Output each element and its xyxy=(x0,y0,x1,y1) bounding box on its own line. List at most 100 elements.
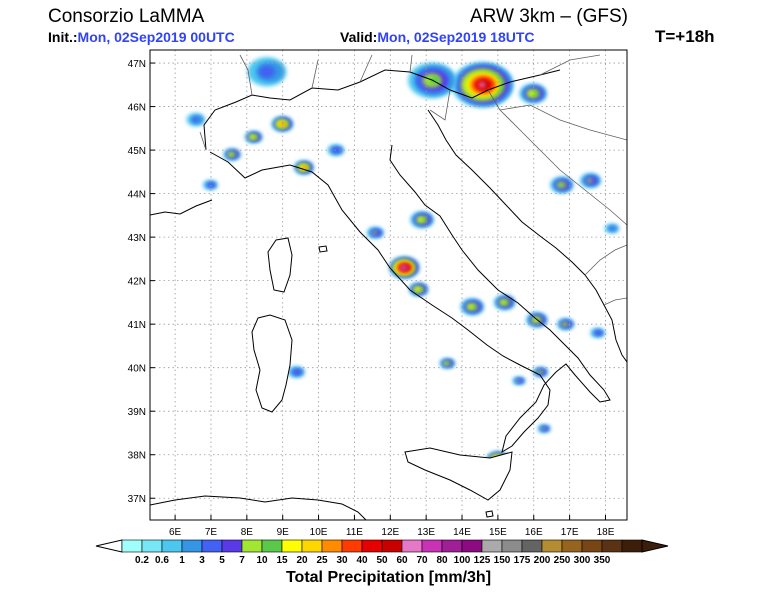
lon-tick-label: 7E xyxy=(205,527,218,538)
precip-cell xyxy=(556,318,574,330)
malta-coastline xyxy=(485,510,494,518)
valid-time: Valid:Mon, 02Sep2019 18UTC xyxy=(340,29,535,45)
colorbar-swatch xyxy=(261,539,283,553)
colorbar-high-arrow xyxy=(641,539,669,553)
precip-contour xyxy=(503,299,510,305)
colorbar-label: 300 xyxy=(574,555,591,566)
precip-contour xyxy=(210,183,215,187)
valid-value: Mon, 02Sep2019 18UTC xyxy=(377,29,535,45)
lat-tick-label: 46N xyxy=(128,103,146,114)
colorbar-label: 350 xyxy=(594,555,611,566)
colorbar-label: 60 xyxy=(396,555,408,566)
precip-contour xyxy=(478,82,486,88)
colorbar-label: 1 xyxy=(179,555,185,566)
forecast-step: T=+18h xyxy=(655,27,715,46)
lon-tick-label: 6E xyxy=(169,527,182,538)
precip-contour xyxy=(447,361,452,365)
colorbar-swatch xyxy=(381,539,403,553)
precip-contour xyxy=(335,148,341,152)
lon-tick-label: 18E xyxy=(597,527,615,538)
precip-cell xyxy=(408,282,429,296)
precip-contour xyxy=(372,231,377,235)
corsica-coastline xyxy=(267,237,293,293)
precip-contour xyxy=(231,152,237,157)
precip-contour xyxy=(282,122,286,126)
colorbar-swatch xyxy=(561,539,583,553)
precip-cell xyxy=(512,376,526,385)
colorbar-label: 150 xyxy=(494,555,511,566)
colorbar-swatch xyxy=(321,539,343,553)
colorbar-label: 20 xyxy=(296,555,308,566)
precip-contour xyxy=(516,379,520,382)
precip-cell xyxy=(493,295,515,310)
colorbar-swatch xyxy=(141,539,163,553)
italy-coastline xyxy=(209,144,611,454)
precip-contour xyxy=(540,370,544,374)
map-frame xyxy=(149,49,628,521)
precip-contour xyxy=(561,183,567,187)
colorbar-swatch xyxy=(221,539,243,553)
colorbar-swatch xyxy=(201,539,223,553)
colorbar-swatch xyxy=(441,539,463,553)
lon-tick-label: 8E xyxy=(241,527,254,538)
lat-tick-label: 42N xyxy=(128,277,146,288)
colorbar-label: 25 xyxy=(316,555,328,566)
elba-coastline xyxy=(318,245,328,253)
precip-contour xyxy=(254,136,257,139)
colorbar-swatch xyxy=(161,539,183,553)
precip-contour xyxy=(414,287,421,292)
lat-tick-label: 43N xyxy=(128,233,146,244)
longitude-ticks: 6E 7E 8E 9E 10E 11E 12E 13E 14E 15E 16E 17E 18E xyxy=(169,515,615,538)
precip-contour xyxy=(258,65,276,78)
precip-contour xyxy=(543,426,549,431)
sardinia-coastline xyxy=(251,314,293,413)
precip-contour xyxy=(374,230,381,236)
map-background xyxy=(150,50,627,520)
precipitation-colorbar: 0.2 0.6 1 3 5 7 10 15 20 25 30 40 50 60 70 80 100 125 150 1… xyxy=(95,539,669,566)
lon-tick-label: 10E xyxy=(310,527,328,538)
precip-cell xyxy=(247,57,287,87)
latitude-ticks: 37N 38N 39N 40N 41N 42N 43N 44N 45N 46N 47N xyxy=(128,59,155,505)
precip-contour xyxy=(529,91,535,96)
precip-cell xyxy=(186,113,205,127)
precip-contour xyxy=(429,76,441,85)
colorbar-label: 80 xyxy=(436,555,448,566)
precip-cell xyxy=(537,424,551,433)
colorbar-label: 10 xyxy=(256,555,268,566)
lat-tick-label: 47N xyxy=(128,59,146,70)
lat-tick-label: 41N xyxy=(128,320,146,331)
colorbar-label: 30 xyxy=(336,555,348,566)
precip-cell xyxy=(410,211,434,228)
precip-contour xyxy=(250,135,255,139)
colorbar-label: 0.2 xyxy=(135,555,149,566)
lon-tick-label: 12E xyxy=(381,527,399,538)
colorbar-label: 50 xyxy=(376,555,388,566)
init-value: Mon, 02Sep2019 00UTC xyxy=(77,29,235,45)
colorbar-swatch xyxy=(341,539,363,553)
precip-contour xyxy=(403,265,409,270)
balkan-coastline xyxy=(427,109,627,363)
precip-contour xyxy=(470,304,478,310)
colorbar-label: 5 xyxy=(219,555,225,566)
colorbar-swatch xyxy=(181,539,203,553)
colorbar-label: 125 xyxy=(474,555,491,566)
colorbar-swatch xyxy=(601,539,623,553)
lat-tick-label: 37N xyxy=(128,494,146,505)
precip-cell xyxy=(389,257,420,279)
colorbar-swatch xyxy=(361,539,383,553)
model-title: ARW 3km – (GFS) xyxy=(470,6,628,27)
colorbar-label: 15 xyxy=(276,555,288,566)
colorbar-swatch xyxy=(401,539,423,553)
precip-contour xyxy=(501,300,506,304)
precip-cell xyxy=(366,227,384,239)
colorbar-label: 100 xyxy=(454,555,471,566)
colorbar-label: 200 xyxy=(534,555,551,566)
lon-tick-label: 14E xyxy=(453,527,471,538)
africa-coastline xyxy=(150,495,367,520)
init-time: Init.:Mon, 02Sep2019 00UTC xyxy=(48,29,235,45)
precip-contour xyxy=(444,362,448,365)
colorbar-label: 3 xyxy=(199,555,205,566)
precip-contour xyxy=(296,370,302,374)
precip-cell xyxy=(519,83,547,104)
